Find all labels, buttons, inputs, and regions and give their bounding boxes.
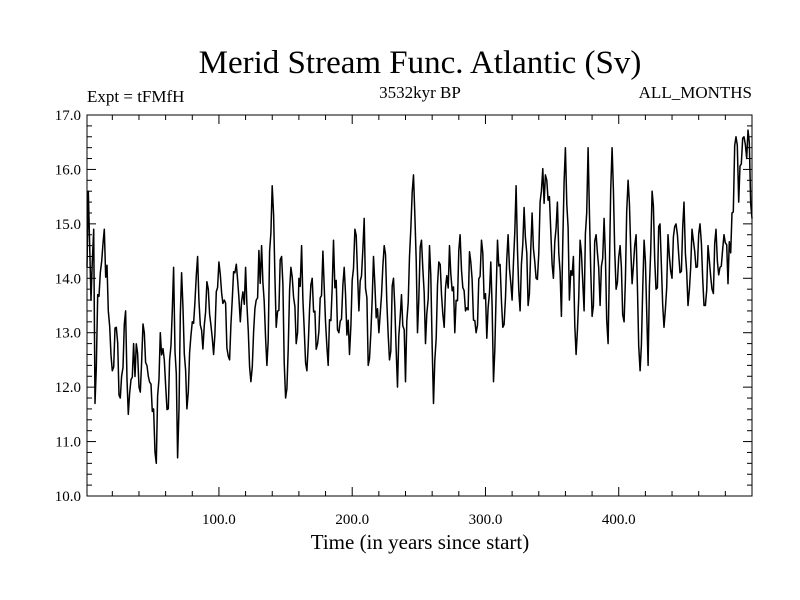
y-tick-label: 12.0 (55, 380, 81, 396)
y-tick-label: 11.0 (55, 435, 81, 451)
y-tick-label: 15.0 (55, 217, 81, 233)
x-tick-label: 400.0 (602, 512, 636, 528)
y-tick-label: 10.0 (55, 489, 81, 505)
y-tick-label: 17.0 (55, 108, 81, 124)
chart-title: Merid Stream Func. Atlantic (Sv) (199, 45, 642, 81)
x-tick-label: 200.0 (335, 512, 369, 528)
plot-frame (86, 114, 753, 497)
y-tick-label: 13.0 (55, 326, 81, 342)
y-tick-label: 14.0 (55, 271, 81, 287)
x-axis-label: Time (in years since start) (311, 530, 530, 554)
period-label: 3532kyr BP (379, 83, 461, 102)
series-line (86, 129, 753, 465)
plot-area: 100.0 200.0 300.0 400.0 10.0 11.0 12.0 13.0 14.0… (55, 108, 753, 528)
months-label: ALL_MONTHS (639, 83, 752, 102)
experiment-label: Expt = tFMfH (87, 87, 184, 106)
y-tick-label: 16.0 (55, 162, 81, 178)
x-tick-label: 100.0 (202, 512, 236, 528)
x-tick-label: 300.0 (469, 512, 503, 528)
